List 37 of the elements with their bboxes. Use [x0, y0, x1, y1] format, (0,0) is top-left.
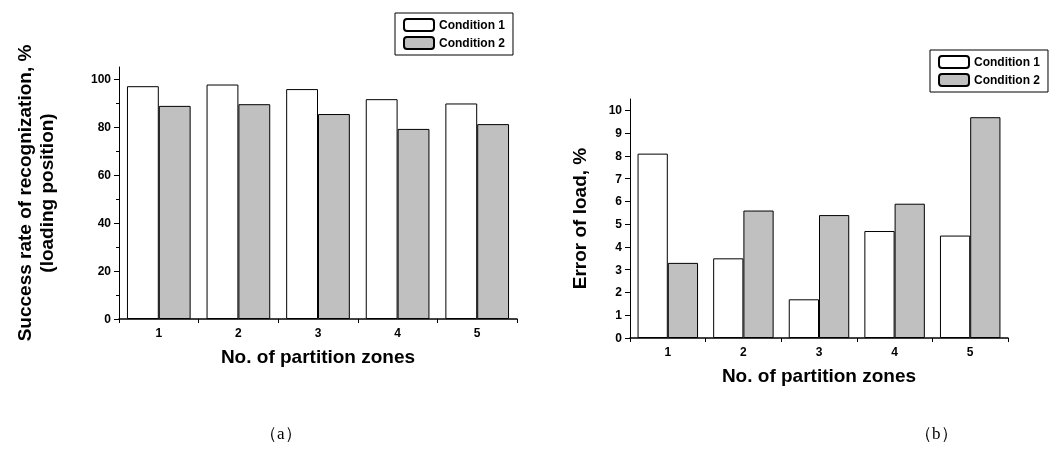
x-tick-label: 5	[966, 345, 974, 359]
y-tick-label: 7	[615, 171, 623, 186]
y-tick-label: 60	[97, 168, 112, 182]
y-tick-label: 1	[615, 308, 623, 323]
y-tick-label: 9	[615, 126, 623, 141]
y-tick-label: 0	[104, 312, 112, 326]
legend-label: Condition 2	[439, 36, 506, 50]
legend-label: Condition 2	[974, 73, 1041, 87]
x-tick-label: 4	[891, 345, 899, 359]
y-tick-label: 100	[90, 72, 112, 86]
x-tick-label: 2	[740, 345, 748, 359]
y-tick-label: 0	[615, 331, 623, 345]
y-tick-label: 80	[97, 120, 112, 134]
text: （b）	[915, 424, 958, 443]
x-axis-title: No. of partition zones	[721, 365, 917, 386]
x-tick-label: 2	[235, 326, 243, 340]
legend-label: Condition 1	[974, 55, 1041, 69]
y-tick-label: 5	[615, 217, 623, 232]
y-tick-label: 4	[615, 239, 623, 254]
x-tick-label: 3	[815, 345, 823, 359]
text: （a）	[260, 424, 302, 443]
legend-label: Condition 1	[439, 18, 506, 32]
y-tick-label: 20	[97, 264, 112, 278]
y-tick-label: 40	[97, 216, 112, 230]
y-tick-label: 2	[615, 285, 623, 300]
x-tick-label: 1	[155, 326, 163, 340]
x-tick-label: 5	[473, 326, 481, 340]
x-tick-label: 1	[664, 345, 672, 359]
x-tick-label: 3	[314, 326, 322, 340]
y-tick-label: 3	[615, 262, 623, 277]
y-tick-label: 10	[608, 103, 623, 118]
x-tick-label: 4	[394, 326, 402, 340]
y-tick-label: 6	[615, 194, 623, 209]
y-axis-title: Success rate of recognization, % (loading position)	[13, 44, 57, 342]
x-axis-title: No. of partition zones	[220, 346, 416, 367]
y-axis-title: Error of load, %	[568, 147, 590, 290]
y-tick-label: 8	[615, 148, 623, 163]
